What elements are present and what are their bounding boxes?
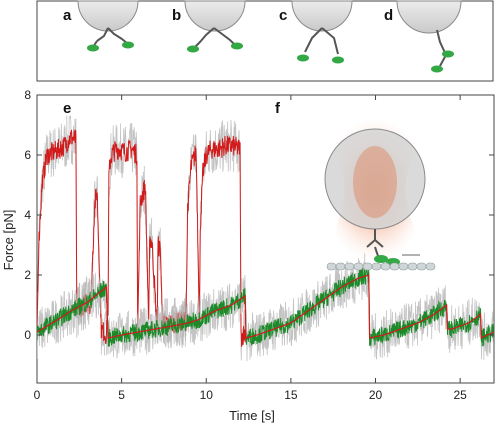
baseline-mean-trace xyxy=(37,274,494,339)
y-axis-label: Force [pN] xyxy=(1,210,16,271)
motor-protein-icon xyxy=(366,229,384,257)
motor-head-icon xyxy=(374,255,388,263)
x-tick-label: 25 xyxy=(453,388,467,402)
motor-head-icon xyxy=(297,54,309,62)
motor-head-icon xyxy=(431,65,443,73)
y-tick-label: 2 xyxy=(24,268,31,282)
motor-head-icon xyxy=(187,45,199,53)
panel-letter-c: c xyxy=(279,7,287,24)
motor-protein-icon xyxy=(304,27,339,55)
motor-protein-icon xyxy=(436,29,448,67)
schematic-panel-abcd: a b c d xyxy=(36,0,494,82)
motor-head-icon xyxy=(442,50,454,58)
microtubule-segment xyxy=(353,262,364,271)
baseline-trace xyxy=(37,267,494,347)
y-tick-label: 6 xyxy=(24,148,31,162)
microtubule-segment xyxy=(389,262,400,271)
y-tick-label: 8 xyxy=(24,88,31,102)
x-axis-label: Time [s] xyxy=(229,408,275,423)
inset-optical-trap xyxy=(322,118,436,271)
plot-content xyxy=(37,115,494,362)
microtubule-segment xyxy=(335,262,346,271)
schematic-b xyxy=(184,0,246,53)
y-tick-label: 0 xyxy=(24,328,31,342)
microtubule-segment xyxy=(416,262,427,271)
axes: 0 5 10 15 20 25 0 2 4 6 8 xyxy=(24,88,494,402)
microtubule-segment xyxy=(425,262,436,271)
microtubule-segment xyxy=(362,262,373,271)
bead-icon xyxy=(396,0,462,34)
panel-letter-b: b xyxy=(172,7,181,24)
microtubule-segment xyxy=(326,262,337,271)
motor-head-icon xyxy=(122,41,134,49)
microtubule-icon xyxy=(326,262,436,271)
schematic-d xyxy=(396,0,462,73)
motor-head-icon xyxy=(231,42,243,50)
microtubule-segment xyxy=(371,262,382,271)
x-tick-label: 10 xyxy=(200,388,214,402)
microtubule-segment xyxy=(344,262,355,271)
force-trace xyxy=(37,129,246,347)
schematic-a xyxy=(77,0,139,52)
panel-letter-f: f xyxy=(275,100,281,117)
motor-head-icon xyxy=(332,56,344,64)
motor-protein-icon xyxy=(92,27,129,48)
x-tick-label: 20 xyxy=(369,388,383,402)
panel-letter-d: d xyxy=(384,7,393,24)
motor-head-icon xyxy=(87,44,99,52)
trap-focus-icon xyxy=(353,146,397,218)
plot-panel: 0 5 10 15 20 25 0 2 4 6 8 e f Time [s] Force [pN] xyxy=(1,88,495,423)
x-tick-label: 15 xyxy=(284,388,298,402)
microtubule-segment xyxy=(407,262,418,271)
x-tick-label: 0 xyxy=(34,388,41,402)
panel-letter-a: a xyxy=(63,7,72,24)
motor-protein-icon xyxy=(193,27,237,49)
schematic-c xyxy=(291,0,353,64)
microtubule-segment xyxy=(380,262,391,271)
y-tick-label: 4 xyxy=(24,208,31,222)
panel-letter-e: e xyxy=(63,100,71,117)
x-tick-label: 5 xyxy=(118,388,125,402)
microtubule-segment xyxy=(398,262,409,271)
